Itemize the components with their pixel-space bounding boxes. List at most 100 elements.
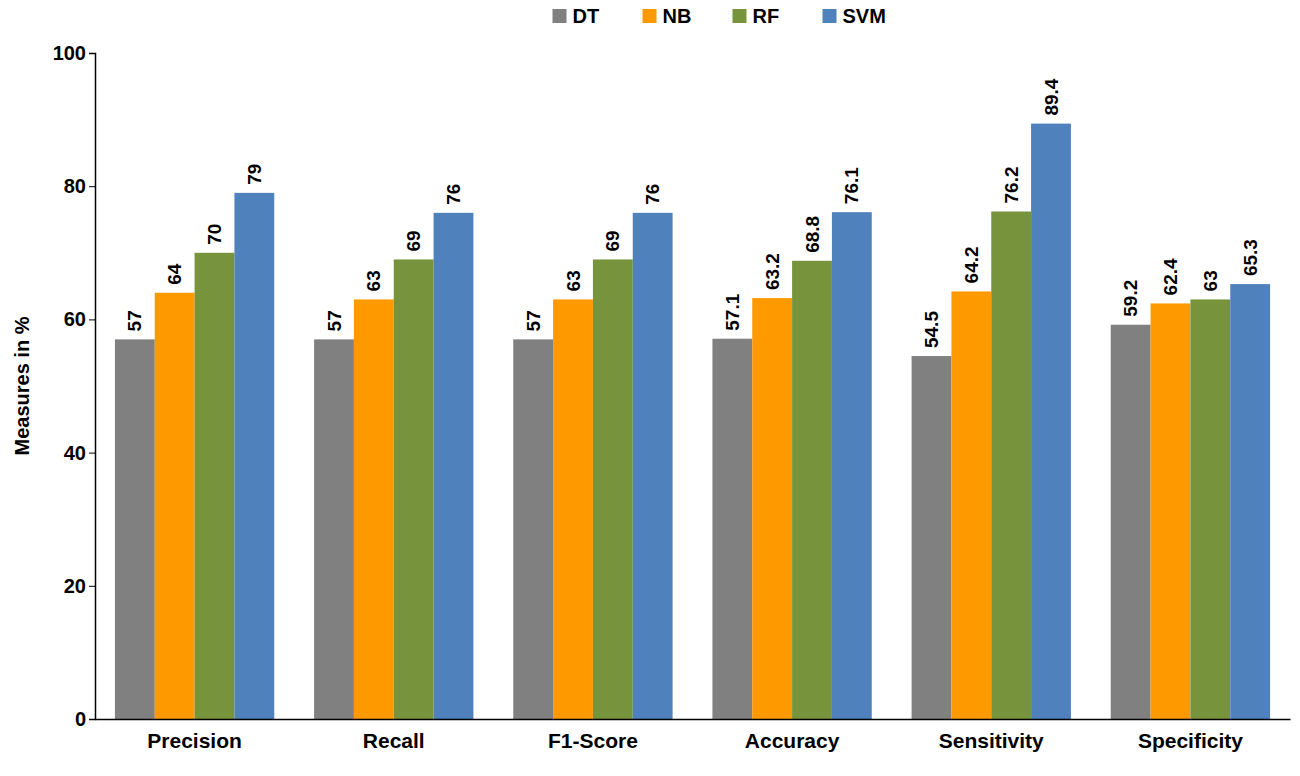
- data-label: 57.1: [722, 293, 743, 330]
- legend-swatch: [733, 9, 747, 23]
- data-label: 64: [164, 263, 185, 285]
- bar: [1111, 325, 1151, 719]
- bar: [991, 212, 1031, 719]
- legend-swatch: [643, 9, 657, 23]
- y-axis: 0 20 40 60 80 100: [53, 42, 96, 730]
- data-label: 76.2: [1001, 167, 1022, 204]
- bar: [832, 212, 872, 719]
- data-label: 76.1: [841, 167, 862, 204]
- bar: [234, 193, 274, 719]
- data-label: 62.4: [1160, 258, 1181, 295]
- bar: [1190, 299, 1230, 719]
- bar: [1151, 303, 1191, 719]
- data-label: 76: [443, 184, 464, 205]
- legend: DT NB RF SVM: [553, 5, 886, 27]
- legend-item: SVM: [823, 5, 886, 27]
- x-tick-label: F1-Score: [548, 729, 638, 752]
- y-axis-title: Measures in %: [11, 316, 33, 455]
- x-tick-label: Precision: [147, 729, 242, 752]
- bar: [314, 339, 354, 719]
- data-label: 76: [642, 184, 663, 205]
- bar-series: [234, 124, 1270, 719]
- y-tick-label: 20: [64, 575, 86, 597]
- y-tick: 60: [64, 308, 95, 330]
- y-tick-mark: [89, 719, 95, 720]
- y-tick-label: 0: [75, 708, 86, 730]
- y-axis-line: [89, 54, 96, 720]
- bar: [593, 259, 633, 719]
- y-tick-mark: [89, 586, 95, 587]
- x-tick-label: Recall: [363, 729, 425, 752]
- data-label: 63.2: [762, 253, 783, 290]
- bar: [712, 339, 752, 719]
- legend-label: DT: [573, 5, 600, 27]
- x-tick-label: Specificity: [1138, 729, 1243, 752]
- data-label: 69: [403, 230, 424, 251]
- data-label: 89.4: [1041, 78, 1062, 115]
- data-label: 68.8: [802, 216, 823, 253]
- data-label: 63: [1200, 270, 1221, 291]
- legend-label: SVM: [843, 5, 886, 27]
- y-tick-mark: [89, 319, 95, 320]
- x-tick: Recall: [363, 719, 425, 752]
- x-tick: Accuracy: [745, 719, 840, 752]
- y-tick: 100: [53, 42, 95, 64]
- bar: [434, 213, 474, 719]
- data-label: 79: [244, 164, 265, 185]
- y-tick: 80: [64, 175, 95, 197]
- data-label: 57: [523, 310, 544, 331]
- bar: [752, 298, 792, 719]
- legend-item: NB: [643, 5, 692, 27]
- y-tick-label: 100: [53, 42, 86, 64]
- legend-swatch: [823, 9, 837, 23]
- plot: 57575757.154.559.264636363.264.262.47069…: [53, 42, 1291, 752]
- bar: [1230, 284, 1270, 719]
- data-label: 59.2: [1120, 280, 1141, 317]
- data-label: 57: [324, 310, 345, 331]
- bar-series: [195, 212, 1231, 719]
- y-tick: 20: [64, 575, 95, 597]
- data-label: 65.3: [1240, 239, 1261, 276]
- data-label: 70: [204, 224, 225, 245]
- y-tick-mark: [89, 53, 95, 54]
- x-tick: Sensitivity: [939, 719, 1044, 752]
- x-tick: Specificity: [1138, 719, 1243, 752]
- x-tick: Precision: [147, 719, 242, 752]
- x-axis: Precision Recall F1-Score Accuracy Sensitivi…: [96, 719, 1291, 752]
- bar: [912, 356, 952, 719]
- bar: [195, 253, 235, 719]
- bar: [792, 261, 832, 719]
- legend-label: RF: [753, 5, 780, 27]
- x-axis-line: [96, 719, 1291, 721]
- bar: [394, 259, 434, 719]
- bar: [115, 339, 155, 719]
- chart: 57575757.154.559.264636363.264.262.47069…: [0, 0, 1300, 776]
- data-label: 63: [363, 270, 384, 291]
- data-labels: 57575757.154.559.264636363.264.262.47069…: [124, 78, 1260, 348]
- y-tick-mark: [89, 453, 95, 454]
- x-tick: F1-Score: [548, 719, 638, 752]
- bar: [155, 293, 195, 719]
- y-tick: 40: [64, 442, 95, 464]
- y-tick-label: 60: [64, 308, 86, 330]
- x-tick-label: Sensitivity: [939, 729, 1044, 752]
- x-tick-label: Accuracy: [745, 729, 840, 752]
- bar: [354, 299, 394, 719]
- bar: [951, 291, 991, 719]
- bar: [633, 213, 673, 719]
- bar: [513, 339, 553, 719]
- data-label: 64.2: [961, 246, 982, 283]
- legend-swatch: [553, 9, 567, 23]
- legend-item: RF: [733, 5, 780, 27]
- bar: [553, 299, 593, 719]
- legend-label: NB: [663, 5, 692, 27]
- data-label: 63: [563, 270, 584, 291]
- y-tick-label: 40: [64, 442, 86, 464]
- bars: [115, 124, 1270, 719]
- data-label: 57: [124, 310, 145, 331]
- data-label: 69: [602, 230, 623, 251]
- legend-item: DT: [553, 5, 600, 27]
- y-tick: 0: [75, 708, 95, 730]
- bar: [1031, 124, 1071, 719]
- y-tick-mark: [89, 186, 95, 187]
